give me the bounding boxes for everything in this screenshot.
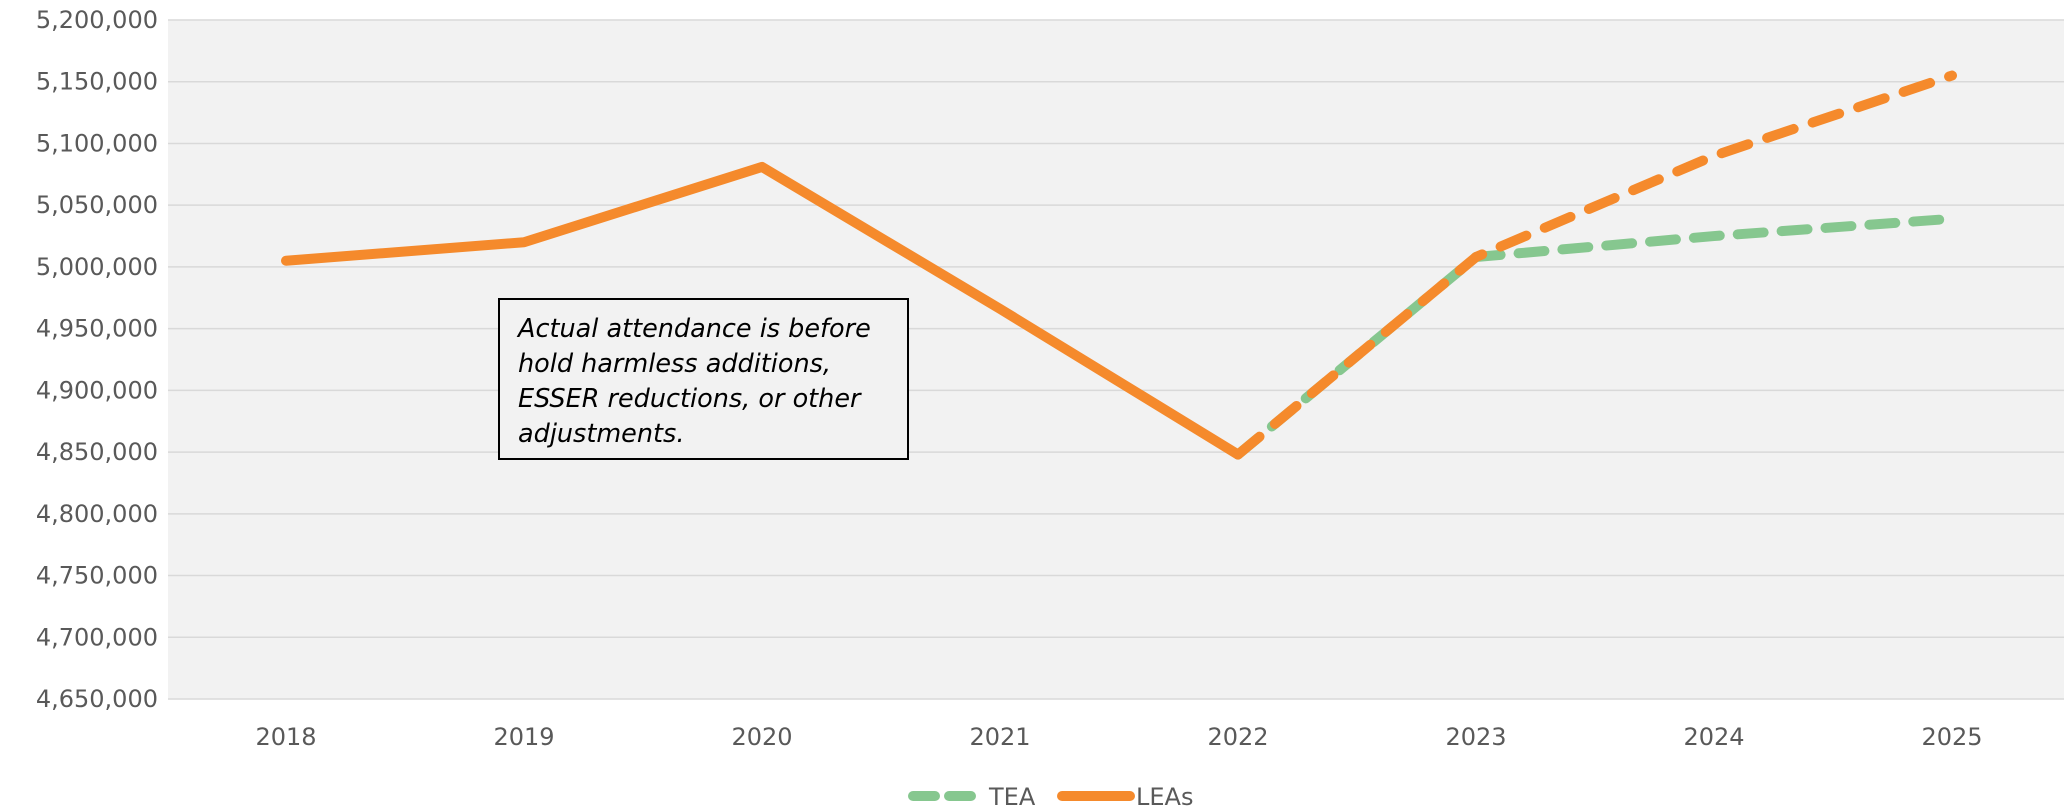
y-tick-label: 5,200,000 bbox=[36, 6, 158, 34]
series-lines bbox=[281, 70, 1957, 460]
y-tick-label: 4,950,000 bbox=[36, 315, 158, 343]
x-tick-label: 2022 bbox=[1207, 723, 1268, 751]
y-tick-label: 4,650,000 bbox=[36, 685, 158, 713]
y-axis-tick-labels: 4,650,000 4,700,000 4,750,000 4,800,000 4,85… bbox=[36, 6, 158, 713]
x-tick-label: 2021 bbox=[969, 723, 1030, 751]
series-line-leas-actual bbox=[281, 161, 1243, 460]
legend: TEA LEAs bbox=[908, 783, 1193, 809]
chart-annotation: Actual attendance is before hold harmles… bbox=[498, 298, 909, 460]
series-line-leas-projected bbox=[1233, 70, 1957, 460]
y-tick-label: 5,050,000 bbox=[36, 191, 158, 219]
plot-area bbox=[168, 20, 2064, 699]
y-tick-label: 4,800,000 bbox=[36, 500, 158, 528]
x-tick-label: 2019 bbox=[493, 723, 554, 751]
x-tick-label: 2023 bbox=[1445, 723, 1506, 751]
x-tick-label: 2018 bbox=[255, 723, 316, 751]
y-tick-label: 5,150,000 bbox=[36, 68, 158, 96]
x-tick-label: 2025 bbox=[1921, 723, 1982, 751]
x-axis-tick-labels: 2018 2019 2020 2021 2022 2023 2024 2025 bbox=[255, 723, 1982, 751]
legend-label-leas: LEAs bbox=[1136, 783, 1193, 809]
y-tick-label: 5,100,000 bbox=[36, 129, 158, 157]
y-tick-label: 4,750,000 bbox=[36, 562, 158, 590]
y-tick-label: 5,000,000 bbox=[36, 253, 158, 281]
x-tick-label: 2024 bbox=[1683, 723, 1744, 751]
y-tick-label: 4,850,000 bbox=[36, 438, 158, 466]
y-tick-label: 4,900,000 bbox=[36, 376, 158, 404]
y-tick-label: 4,700,000 bbox=[36, 623, 158, 651]
legend-label-tea: TEA bbox=[988, 783, 1036, 809]
x-tick-label: 2020 bbox=[731, 723, 792, 751]
